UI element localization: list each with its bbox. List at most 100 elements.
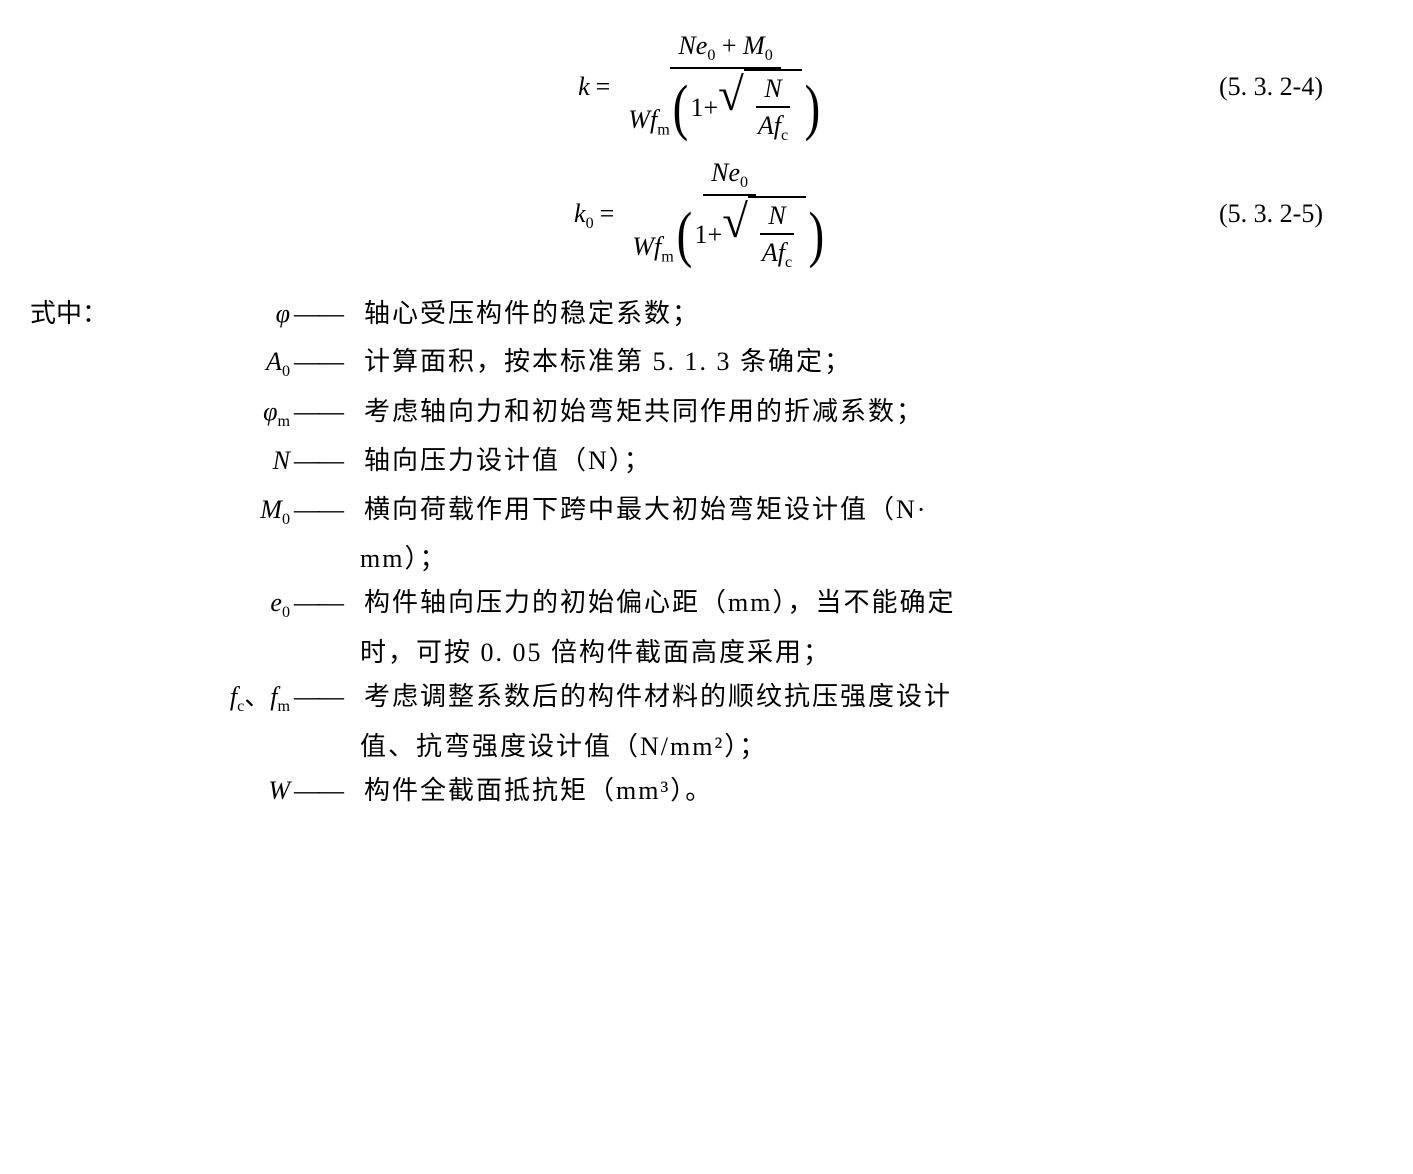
paren-right: ) [805, 86, 821, 130]
def-desc: 构件轴向压力的初始偏心距（mm），当不能确定 [364, 581, 1383, 625]
equation-2: k0 = Ne0 Wfm(1+√NAfc) [574, 155, 839, 274]
var-k: k [574, 199, 586, 228]
def-sym: W [140, 769, 294, 813]
var-e: e [270, 588, 282, 617]
def-sym: φ [140, 292, 294, 336]
def-sym: fc、fm [140, 675, 294, 721]
var-N: N [768, 201, 785, 230]
var-f: f [774, 111, 781, 140]
inner-num: N [756, 71, 789, 108]
def-sym: A0 [140, 340, 294, 386]
def-desc: 轴心受压构件的稳定系数； [364, 292, 1383, 336]
var-N: N [678, 31, 695, 60]
inner-den: Afc [754, 235, 800, 274]
sqrt-body: NAfc [744, 69, 802, 147]
var-fc: f [230, 682, 237, 711]
sqrt: √NAfc [718, 69, 802, 147]
def-dash: —— [294, 581, 364, 625]
def-row-phi: 式中： φ —— 轴心受压构件的稳定系数； [30, 292, 1383, 336]
def-dash: —— [294, 769, 364, 813]
numerator: Ne0 + M0 [670, 28, 780, 69]
sub-0: 0 [765, 47, 773, 64]
one: 1 [695, 217, 708, 252]
sub-0: 0 [586, 215, 594, 232]
def-desc: 计算面积，按本标准第 5. 1. 3 条确定； [364, 340, 1383, 384]
var-A: A [762, 238, 778, 267]
var-phi: φ [276, 299, 290, 328]
equals-sign: = [600, 192, 615, 236]
def-dash: —— [294, 292, 364, 336]
sep: 、 [244, 682, 270, 711]
fraction: Ne0 Wfm(1+√NAfc) [624, 155, 835, 274]
var-phi: φ [263, 397, 277, 426]
inner-frac: NAfc [754, 198, 800, 274]
plus-sign: + [704, 90, 719, 125]
var-N: N [711, 158, 728, 187]
equation-number-1: (5. 3. 2-4) [1219, 65, 1323, 109]
sqrt: √NAfc [722, 196, 806, 274]
equation-number-2: (5. 3. 2-5) [1219, 192, 1323, 236]
def-desc: 考虑轴向力和初始弯矩共同作用的折减系数； [364, 390, 1383, 434]
def-row-A0: A0 —— 计算面积，按本标准第 5. 1. 3 条确定； [30, 340, 1383, 386]
def-desc: 构件全截面抵抗矩（mm³）。 [364, 769, 1383, 813]
sub-0: 0 [282, 605, 290, 622]
sub-m: m [661, 248, 674, 265]
sqrt-sign: √ [718, 76, 744, 154]
def-dash: —— [294, 488, 364, 532]
paren-right: ) [809, 213, 825, 257]
equation-1: k = Ne0 + M0 Wfm(1+√NAfc) [578, 28, 835, 147]
sub-m: m [277, 698, 290, 715]
paren-group: (1+√NAfc) [670, 69, 823, 147]
def-row-fc-fm: fc、fm —— 考虑调整系数后的构件材料的顺纹抗压强度设计 [30, 675, 1383, 721]
plus-sign: + [708, 217, 723, 252]
inner-num: N [760, 198, 793, 235]
sub-0: 0 [282, 363, 290, 380]
def-row-N: N —— 轴向压力设计值（N）； [30, 439, 1383, 483]
def-row-e0: e0 —— 构件轴向压力的初始偏心距（mm），当不能确定 [30, 581, 1383, 627]
var-e: e [729, 158, 741, 187]
sub-0: 0 [740, 174, 748, 191]
fraction: Ne0 + M0 Wfm(1+√NAfc) [620, 28, 831, 147]
def-desc-cont: 时，可按 0. 05 倍构件截面高度采用； [360, 631, 1383, 675]
inner-frac: NAfc [750, 71, 796, 147]
var-A: A [758, 111, 774, 140]
def-sym: e0 [140, 581, 294, 627]
def-desc: 考虑调整系数后的构件材料的顺纹抗压强度设计 [364, 675, 1383, 719]
inner-den: Afc [750, 108, 796, 147]
sub-0: 0 [707, 47, 715, 64]
def-dash: —— [294, 340, 364, 384]
var-W: W [268, 776, 290, 805]
def-row-M0: M0 —— 横向荷载作用下跨中最大初始弯矩设计值（N· [30, 488, 1383, 534]
def-desc: 横向荷载作用下跨中最大初始弯矩设计值（N· [364, 488, 1383, 532]
def-row-phim: φm —— 考虑轴向力和初始弯矩共同作用的折减系数； [30, 390, 1383, 436]
equation-row-1: k = Ne0 + M0 Wfm(1+√NAfc) (5. 3. 2-4) [30, 28, 1383, 147]
sub-m: m [657, 121, 670, 138]
def-dash: —— [294, 439, 364, 483]
def-desc: 轴向压力设计值（N）； [364, 439, 1383, 483]
var-M: M [743, 31, 765, 60]
denominator: Wfm(1+√NAfc) [624, 196, 835, 274]
defs-header: 式中： [30, 292, 140, 336]
sub-0: 0 [282, 511, 290, 528]
sub-m: m [277, 413, 290, 430]
equation-row-2: k0 = Ne0 Wfm(1+√NAfc) (5. 3. 2-5) [30, 155, 1383, 274]
def-sym: φm [140, 390, 294, 436]
one: 1 [691, 90, 704, 125]
var-f: f [778, 238, 785, 267]
var-N: N [273, 446, 290, 475]
var-e: e [696, 31, 708, 60]
def-dash: —— [294, 390, 364, 434]
plus-sign: + [722, 31, 737, 60]
sqrt-body: NAfc [748, 196, 806, 274]
sqrt-sign: √ [722, 203, 748, 281]
var-W: W [628, 105, 650, 134]
paren-left: ( [676, 213, 692, 257]
sub-c: c [781, 127, 788, 144]
def-sym: N [140, 439, 294, 483]
var-k: k [578, 65, 590, 109]
def-desc-cont: 值、抗弯强度设计值（N/mm²）； [360, 725, 1383, 769]
paren-group: (1+√NAfc) [674, 196, 827, 274]
var-M: M [260, 495, 282, 524]
sub-c: c [785, 254, 792, 271]
def-row-W: W —— 构件全截面抵抗矩（mm³）。 [30, 769, 1383, 813]
